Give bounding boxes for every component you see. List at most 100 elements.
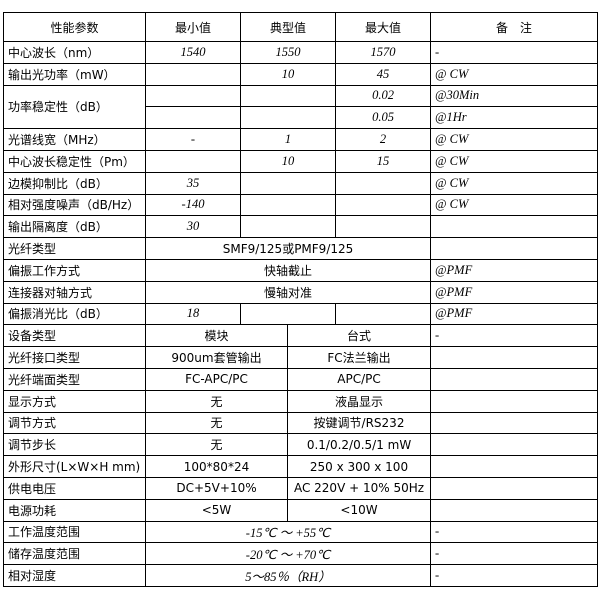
param-cell: 外形尺寸(L×W×H mm): [3, 455, 146, 478]
note-cell: -: [430, 520, 599, 544]
desktop-cell: APC/PC: [286, 367, 432, 391]
module-cell: 无: [145, 411, 288, 435]
param-cell: 光谱线宽（MHz）: [3, 128, 146, 151]
typ-cell: [239, 106, 337, 130]
param-cell: 储存温度范围: [3, 542, 146, 566]
table-row: 电源功耗 <5W <10W: [3, 498, 599, 522]
value-cell: SMF9/125或PMF9/125: [144, 237, 432, 260]
param-cell: 电源功耗: [3, 498, 146, 522]
header-typ: 典型值: [239, 12, 337, 42]
max-cell: 0.05: [335, 106, 432, 130]
table-row: 功率稳定性（dB） 0.02 @30Min: [3, 84, 599, 130]
note-cell: [430, 476, 599, 500]
typ-cell: 10: [239, 62, 337, 86]
param-cell: 相对强度噪声（dB/Hz）: [3, 193, 146, 217]
param-cell: 功率稳定性（dB）: [3, 84, 146, 130]
note-cell: [430, 367, 599, 391]
header-min: 最小值: [145, 12, 241, 42]
typ-cell: [239, 84, 337, 108]
min-cell: 1540: [145, 41, 241, 64]
note-cell: [430, 411, 599, 435]
desktop-cell: 液晶显示: [286, 389, 432, 413]
header-row: 性能参数 最小值 典型值 最大值备 注: [3, 12, 599, 42]
note-cell: @PMF: [430, 302, 599, 326]
min-cell: 30: [145, 215, 241, 239]
min-cell: 35: [145, 171, 241, 195]
table-row: 储存温度范围 -20℃ ～ +70℃ -: [3, 542, 599, 566]
note-cell: [430, 346, 599, 369]
table-row: 调节步长无 0.1/0.2/0.5/1 mW: [3, 433, 599, 457]
typ-cell: [239, 193, 337, 217]
desktop-cell: AC 220V + 10% 50Hz: [286, 476, 432, 500]
max-cell: 2: [335, 128, 432, 151]
note-cell: [430, 433, 599, 457]
table-row: 调节方式无按键调节/RS232: [3, 411, 599, 435]
table-row: 0.05 @1Hr: [4, 106, 599, 130]
min-cell: [145, 149, 241, 173]
min-cell: -: [145, 128, 241, 151]
note-cell: @ CW: [430, 128, 599, 151]
note-cell: -: [430, 542, 599, 566]
param-cell: 显示方式: [3, 389, 146, 413]
max-cell: [335, 215, 432, 239]
max-cell: 15: [335, 149, 432, 173]
max-cell: 45: [335, 62, 432, 86]
max-cell: 0.02: [335, 84, 432, 108]
note-cell: @ CW: [430, 62, 599, 86]
desktop-cell: FC法兰输出: [286, 346, 432, 369]
note-cell: @ CW: [430, 149, 599, 173]
table-row: 相对湿度 5～85％（RH） -: [3, 564, 599, 587]
table-row: 光纤端面类型 FC-APC/PC APC/PC: [3, 367, 599, 391]
module-cell: 模块: [145, 324, 288, 348]
max-cell: [335, 302, 432, 326]
header-note: 备 注: [430, 12, 599, 42]
table-row: 供电电压 DC+5V+10% AC 220V + 10% 50Hz: [3, 476, 599, 500]
table-row: 显示方式无液晶显示: [3, 389, 599, 413]
module-cell: DC+5V+10%: [145, 476, 288, 500]
note-cell: @PMF: [430, 258, 599, 282]
table-row: 输出光功率（mW） 10 45 @ CW: [3, 62, 599, 86]
param-cell: 偏振消光比（dB）: [3, 302, 146, 326]
param-cell: 调节步长: [3, 433, 146, 457]
table-row: 光谱线宽（MHz） -1 2 @ CW: [3, 128, 599, 151]
max-cell: 1570: [335, 41, 432, 64]
module-cell: 无: [145, 389, 288, 413]
note-cell: @1Hr: [430, 106, 599, 130]
value-cell: -15℃ ～ +55℃: [144, 520, 432, 544]
param-cell: 输出光功率（mW）: [3, 62, 146, 86]
desktop-cell: 台式: [286, 324, 432, 348]
param-cell: 光纤端面类型: [3, 367, 146, 391]
param-cell: 光纤类型: [3, 237, 146, 260]
typ-cell: [239, 302, 337, 326]
note-cell: -: [430, 564, 599, 587]
min-cell: 18: [145, 302, 241, 326]
note-cell: [430, 455, 599, 478]
module-cell: <5W: [145, 498, 288, 522]
desktop-cell: 0.1/0.2/0.5/1 mW: [286, 433, 432, 457]
value-cell: 慢轴对准: [144, 280, 432, 304]
table-row: 中心波长（nm） 1540 1550 1570-: [3, 41, 599, 64]
note-cell: -: [430, 41, 599, 64]
max-cell: [335, 193, 432, 217]
table-row: 外形尺寸(L×W×H mm) 100*80*24 250 x 300 x 100: [3, 455, 599, 478]
table-row: 偏振工作方式 快轴截止 @PMF: [3, 258, 599, 282]
note-cell: [430, 237, 599, 260]
module-cell: FC-APC/PC: [145, 367, 288, 391]
typ-cell: [239, 171, 337, 195]
header-param: 性能参数: [3, 12, 146, 42]
note-cell: -: [430, 324, 599, 348]
note-cell: @30Min: [430, 84, 599, 108]
header-max: 最大值: [335, 12, 432, 42]
max-cell: [335, 171, 432, 195]
note-cell: @ CW: [430, 193, 599, 217]
note-cell: [430, 498, 599, 522]
param-cell: 中心波长稳定性（Pm）: [3, 149, 146, 173]
typ-cell: 1: [239, 128, 337, 151]
desktop-cell: <10W: [286, 498, 432, 522]
param-cell: 偏振工作方式: [3, 258, 146, 282]
desktop-cell: 按键调节/RS232: [286, 411, 432, 435]
table-row: 中心波长稳定性（Pm） 10 15 @ CW: [3, 149, 599, 173]
typ-cell: 1550: [239, 41, 337, 64]
param-cell: 设备类型: [3, 324, 146, 348]
param-cell: 光纤接口类型: [3, 346, 146, 369]
